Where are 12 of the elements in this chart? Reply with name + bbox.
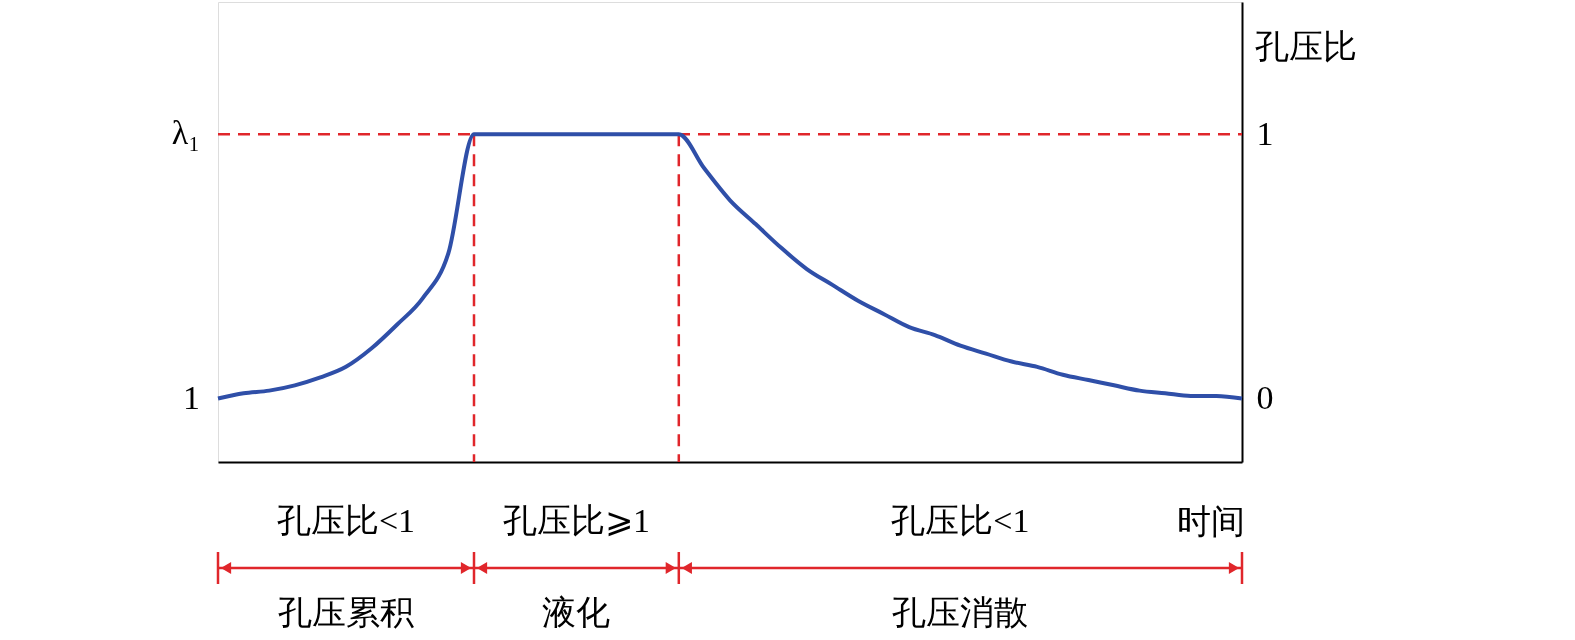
text: 孔压消散 [892, 594, 1029, 631]
text: λ₁ [171, 114, 200, 152]
text: 孔压比⩾1 [502, 502, 650, 539]
x-axis-title: 时间 [1176, 502, 1245, 540]
y-tick-label: 0 [1256, 379, 1274, 417]
text: 孔压比<1 [276, 502, 416, 539]
line-series [216, 132, 1244, 401]
y-axis-title: 孔压比 [1254, 27, 1357, 65]
text: 液化 [542, 594, 611, 631]
text: 孔压比<1 [891, 502, 1030, 539]
text: 孔压累积 [278, 594, 414, 631]
text: 1 [183, 378, 200, 416]
